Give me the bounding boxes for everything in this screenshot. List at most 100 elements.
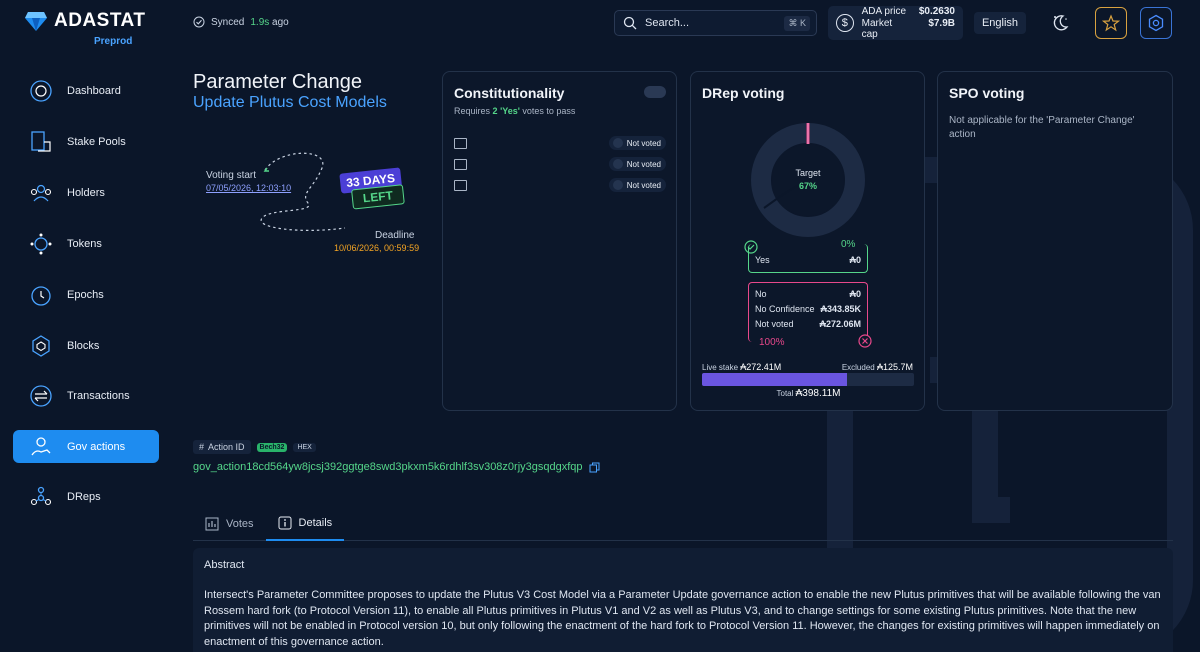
constitutionality-title: Constitutionality xyxy=(454,85,565,101)
gear-icon xyxy=(1148,14,1164,32)
spo-voting-title: SPO voting xyxy=(949,85,1025,101)
committee-member-row[interactable]: Not voted xyxy=(454,178,666,192)
sidebar-item-blocks[interactable]: Blocks xyxy=(13,329,159,362)
tab-votes-label: Votes xyxy=(226,517,254,530)
market-cap-value: $7.9B xyxy=(928,18,955,29)
drep-voting-title: DRep voting xyxy=(702,85,785,101)
votes-icon xyxy=(205,517,219,530)
days-left-badge: 33 DAYS LEFT xyxy=(339,164,413,211)
abstract-text: Intersect's Parameter Committee proposes… xyxy=(204,589,1161,648)
member-avatar-icon xyxy=(454,137,467,149)
network-label: Preprod xyxy=(94,36,133,47)
committee-member-row[interactable]: Not voted xyxy=(454,157,666,171)
search-placeholder: Search... xyxy=(645,17,690,29)
requirement-text: Requires 2 'Yes' votes to pass xyxy=(454,106,575,116)
total-label: Total xyxy=(776,389,794,398)
sidebar-item-label: Holders xyxy=(67,186,105,199)
total-value: ₳398.11M xyxy=(795,388,841,399)
theme-toggle-button[interactable] xyxy=(1044,7,1076,39)
no-value: ₳0 xyxy=(849,289,861,299)
logo-text: ADASTAT xyxy=(54,10,146,31)
sidebar-item-holders[interactable]: Holders xyxy=(13,176,159,209)
sidebar-item-gov-actions[interactable]: Gov actions xyxy=(13,430,159,463)
no-confidence-label: No Confidence xyxy=(755,304,815,314)
sidebar-item-label: Stake Pools xyxy=(67,135,126,148)
sync-status: Synced 1.9s ago xyxy=(193,16,289,28)
copy-icon[interactable] xyxy=(589,462,600,473)
spo-voting-text: Not applicable for the 'Parameter Change… xyxy=(949,115,1135,140)
sidebar-item-label: Epochs xyxy=(67,288,104,301)
vote-status: Not voted xyxy=(608,178,666,192)
stake-pools-icon xyxy=(31,130,51,152)
no-percent: 100% xyxy=(759,337,785,348)
epochs-icon xyxy=(31,285,51,306)
sidebar-item-transactions[interactable]: Transactions xyxy=(13,379,159,412)
search-icon xyxy=(623,16,637,30)
tab-details-label: Details xyxy=(298,516,333,529)
requires-yes: 'Yes' xyxy=(500,106,520,116)
star-icon xyxy=(1102,14,1120,32)
sidebar-item-tokens[interactable]: Tokens xyxy=(13,227,159,260)
no-box: No ₳0 No Confidence ₳343.85K Not voted ₳272… xyxy=(748,282,868,342)
moon-icon xyxy=(1053,15,1069,31)
sidebar-item-dreps[interactable]: DReps xyxy=(13,480,159,513)
member-avatar-icon xyxy=(454,158,467,170)
excluded-value: ₳125.7M xyxy=(876,362,913,372)
vote-status: Not voted xyxy=(608,136,666,150)
synced-time: 1.9s xyxy=(250,16,270,28)
bech32-toggle[interactable]: Bech32 xyxy=(256,442,288,452)
deadline-date: 10/06/2026, 00:59:59 xyxy=(334,243,420,253)
synced-suffix: ago xyxy=(272,16,289,28)
action-id-value[interactable]: gov_action18cd564yw8jcsj392ggtge8swd3pkx… xyxy=(193,461,583,473)
yes-percent: 0% xyxy=(841,239,856,250)
price-widget: $ ADA price $0.2630 Market cap $7.9B xyxy=(828,6,963,40)
drep-donut-chart xyxy=(751,123,865,237)
search-input[interactable]: Search... ⌘ K xyxy=(614,10,817,36)
no-confidence-value: ₳343.85K xyxy=(820,304,861,314)
sidebar-item-stake-pools[interactable]: Stake Pools xyxy=(13,125,159,158)
language-select[interactable]: English xyxy=(974,12,1026,34)
dreps-icon xyxy=(30,486,52,505)
action-id-row: # Action ID Bech32 HEX xyxy=(193,440,316,454)
yes-label: Yes xyxy=(755,255,770,265)
no-x-icon xyxy=(858,334,872,348)
tab-details[interactable]: Details xyxy=(265,506,345,541)
live-stake-value: ₳272.41M xyxy=(740,362,782,372)
excluded-label: Excluded xyxy=(841,363,875,372)
requires-suffix: votes to pass xyxy=(522,106,576,116)
action-id-value-row: gov_action18cd564yw8jcsj392ggtge8swd3pkx… xyxy=(193,461,600,473)
stake-bar xyxy=(702,373,914,386)
sidebar-item-label: Tokens xyxy=(67,237,102,250)
ada-price-label: ADA price xyxy=(861,6,907,17)
settings-button[interactable] xyxy=(1140,7,1172,39)
total-stake: Total ₳398.11M xyxy=(691,388,926,399)
sidebar-item-dashboard[interactable]: Dashboard xyxy=(13,74,159,107)
voting-start-date[interactable]: 07/05/2026, 12:03:10 xyxy=(206,183,292,193)
stake-bar-fill xyxy=(702,373,847,386)
dollar-icon: $ xyxy=(836,14,854,32)
synced-prefix: Synced xyxy=(211,16,245,28)
action-id-tag: # Action ID xyxy=(193,440,251,454)
voting-start-label: Voting start xyxy=(206,170,257,181)
favorites-button[interactable] xyxy=(1095,7,1127,39)
member-avatar-icon xyxy=(454,179,467,191)
vote-status: Not voted xyxy=(608,157,666,171)
yes-box: Yes ₳0 xyxy=(748,244,868,273)
logo[interactable]: ADASTAT xyxy=(24,10,145,32)
tab-bar: Votes Details xyxy=(193,506,1173,541)
requires-prefix: Requires xyxy=(454,106,491,116)
deadline-label: Deadline xyxy=(375,230,415,241)
gov-actions-icon xyxy=(31,436,51,455)
details-panel: Abstract Intersect's Parameter Committee… xyxy=(193,548,1173,652)
committee-member-row[interactable]: Not voted xyxy=(454,136,666,150)
sidebar-item-label: Dashboard xyxy=(67,84,121,97)
view-toggle[interactable] xyxy=(644,86,666,98)
days-left-label: LEFT xyxy=(351,184,405,210)
tab-votes[interactable]: Votes xyxy=(193,506,266,541)
excluded-stake: Excluded ₳125.7M xyxy=(842,362,913,372)
hex-toggle[interactable]: HEX xyxy=(293,442,316,452)
page-subtitle: Update Plutus Cost Models xyxy=(193,94,387,111)
abstract-heading: Abstract xyxy=(204,559,245,571)
sidebar-item-epochs[interactable]: Epochs xyxy=(13,278,159,311)
check-circle-icon xyxy=(193,16,205,28)
